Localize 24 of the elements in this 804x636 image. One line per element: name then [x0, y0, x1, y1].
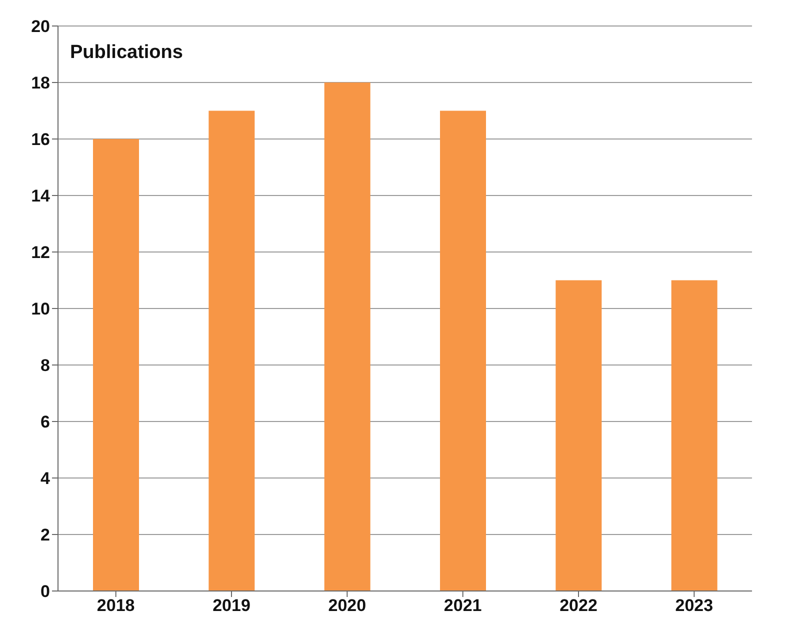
bar: [440, 110, 486, 591]
x-tick-label: 2018: [96, 596, 135, 616]
y-tick-label: 14: [31, 186, 51, 206]
x-tick-label: 2021: [444, 596, 482, 616]
y-tick-label: 12: [31, 243, 50, 262]
y-tick-label: 16: [31, 130, 50, 150]
y-tick-label: 20: [31, 17, 50, 36]
y-tick-label: 0: [40, 582, 50, 602]
y-tick-label: 6: [40, 412, 50, 432]
y-tick-label: 18: [31, 74, 50, 93]
text: Publications: [70, 42, 183, 64]
bar: [324, 82, 370, 591]
x-tick-label: 2020: [328, 596, 366, 616]
bar: [208, 110, 255, 591]
x-tick-label: 2022: [560, 596, 598, 616]
y-tick-label: 4: [40, 469, 51, 488]
bar: [556, 280, 602, 591]
y-tick-label: 8: [40, 356, 50, 376]
bar: [93, 139, 139, 591]
x-tick-label: 2023: [675, 596, 714, 616]
y-tick-label: 2: [40, 526, 50, 545]
bar: [671, 280, 718, 591]
y-tick-label: 10: [31, 300, 50, 319]
x-tick-label: 2019: [212, 596, 250, 616]
